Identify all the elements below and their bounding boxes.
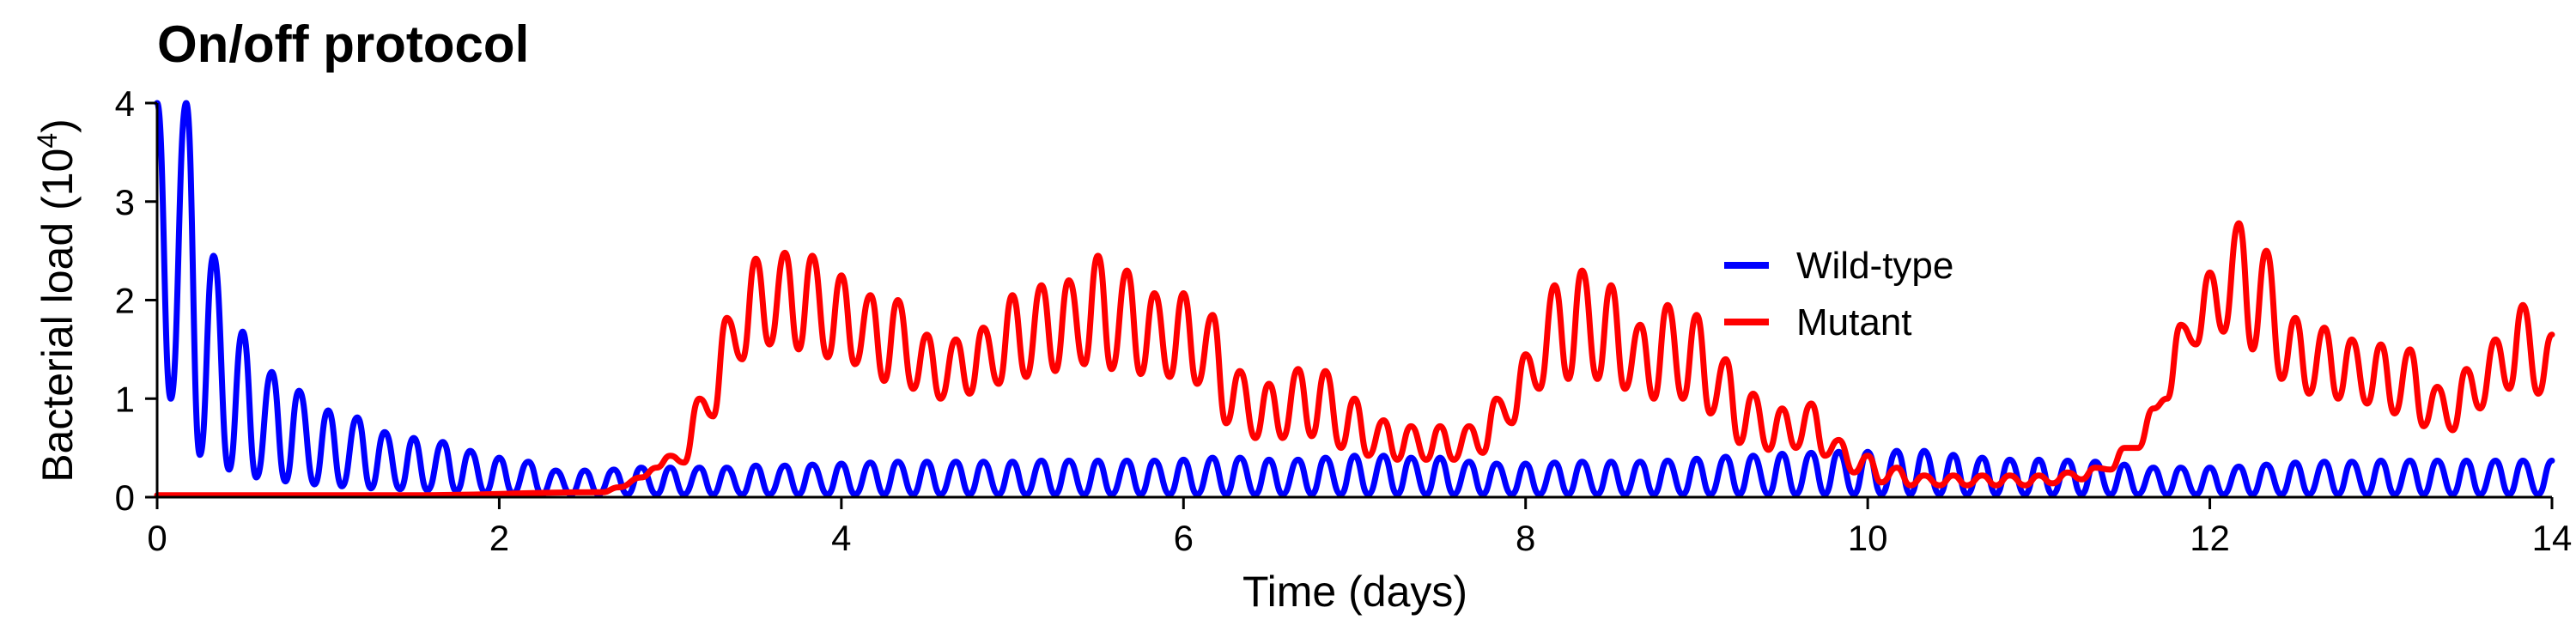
legend: Wild-type Mutant [1724,245,1953,343]
y-tick-label: 0 [115,477,135,518]
x-tick-label: 2 [489,518,509,558]
y-tick-label: 1 [115,379,135,419]
x-tick-label: 0 [147,518,167,558]
x-axis-label: Time (days) [1242,568,1467,616]
x-tick-label: 6 [1174,518,1194,558]
y-axis-label: Bacterial load (104) [32,118,82,483]
x-tick-label: 4 [831,518,851,558]
legend-label-wild-type: Wild-type [1796,245,1953,287]
y-axis-label-unit-base: (10 [33,149,82,210]
y-axis-label-unit-close: ) [33,118,82,133]
y-ticks: 0 1 2 3 4 [115,83,157,518]
x-tick-label: 10 [1848,518,1888,558]
chart-title: On/off protocol [157,15,529,73]
legend-label-mutant: Mutant [1796,301,1912,343]
y-axis-label-unit-exp: 4 [32,133,63,149]
y-tick-label: 3 [115,182,135,222]
y-tick-label: 4 [115,83,135,124]
x-tick-label: 8 [1516,518,1535,558]
x-ticks: 0 2 4 6 8 10 12 14 [147,497,2572,558]
x-tick-label: 12 [2190,518,2230,558]
series-line-mutant [154,220,2555,499]
x-tick-label: 14 [2532,518,2573,558]
y-axis-label-text: Bacterial load [33,222,82,483]
series-line-wild-type [154,100,2555,498]
plot-lines [154,100,2555,499]
y-tick-label: 2 [115,281,135,321]
